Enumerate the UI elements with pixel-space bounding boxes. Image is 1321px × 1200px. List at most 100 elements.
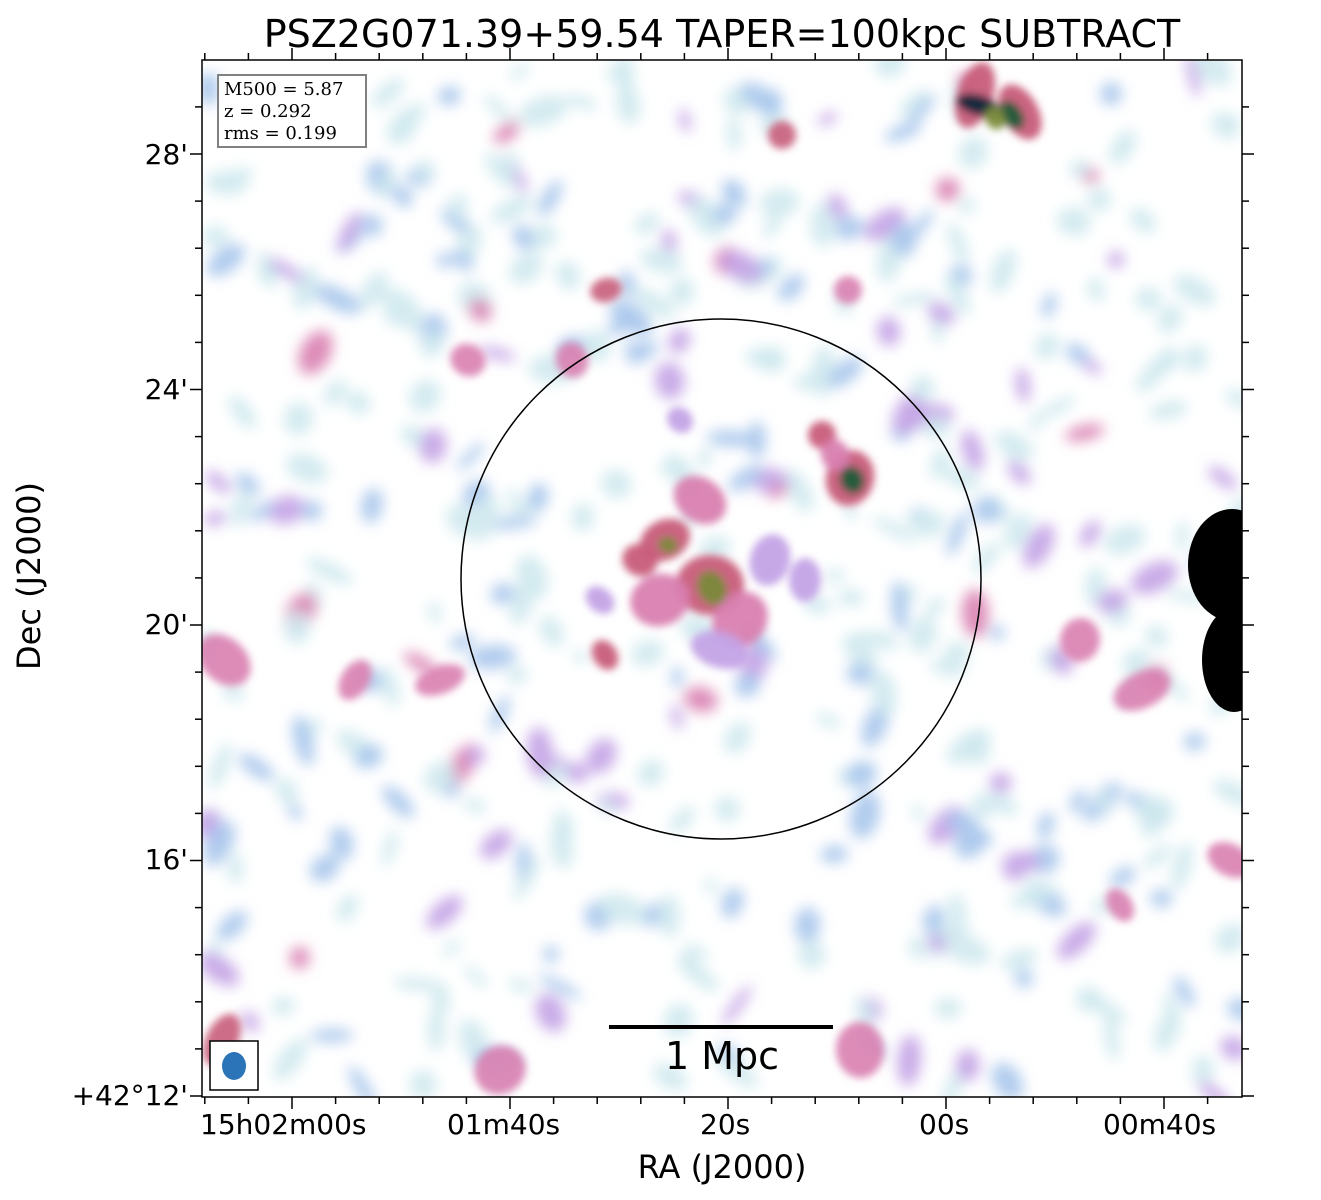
x-tick-label: 15h02m00s (200, 1108, 367, 1141)
emission-blob (483, 94, 513, 123)
emission-blob (289, 946, 310, 970)
emission-blob (910, 374, 935, 402)
emission-blob (1150, 889, 1173, 908)
emission-blob (1007, 460, 1032, 485)
emission-blob (634, 212, 660, 235)
emission-blob (972, 541, 1000, 574)
emission-blob (1065, 424, 1105, 442)
emission-blob (1113, 669, 1171, 711)
emission-blob (292, 715, 315, 767)
emission-blob (354, 744, 384, 769)
emission-blob (238, 753, 275, 782)
emission-blob (1014, 969, 1034, 988)
emission-blob (268, 258, 304, 283)
emission-blob (678, 108, 691, 133)
emission-blob (666, 406, 694, 434)
emission-blob (630, 573, 690, 627)
emission-blob (205, 170, 248, 195)
emission-blob (704, 877, 718, 895)
emission-blob (899, 90, 930, 119)
emission-blob (227, 853, 244, 884)
emission-blob (669, 806, 695, 833)
emission-blob (955, 1049, 980, 1082)
emission-blob (972, 497, 1002, 524)
emission-blob (728, 465, 763, 492)
emission-blob (944, 467, 981, 490)
emission-blob (565, 94, 598, 110)
info-box: M500 = 5.87 z = 0.292 rms = 0.199 (217, 74, 367, 148)
emission-blob (1105, 888, 1135, 922)
emission-blob (834, 275, 863, 304)
emission-blob (745, 347, 786, 371)
emission-blob (740, 82, 782, 116)
emission-blob (1056, 207, 1091, 236)
emission-blob (202, 74, 221, 92)
emission-blob (820, 439, 850, 471)
emission-blob (723, 721, 751, 754)
emission-blob (834, 215, 864, 241)
emission-blob (658, 536, 678, 554)
y-tick-label: 20' (144, 608, 188, 641)
emission-blob (1173, 976, 1195, 1008)
emission-blob (984, 106, 1006, 130)
emission-blob (788, 558, 822, 602)
emission-blob (1220, 1035, 1242, 1061)
emission-blob (585, 586, 615, 614)
emission-blob (202, 634, 251, 686)
emission-blob (631, 287, 676, 319)
emission-blob (442, 939, 462, 957)
emission-blob (959, 196, 976, 214)
emission-blob (683, 686, 718, 713)
emission-blob (846, 760, 877, 789)
emission-blob (653, 1063, 688, 1091)
emission-blob (846, 662, 874, 686)
y-tick-label: 16' (144, 843, 188, 876)
emission-blob (480, 829, 513, 860)
emission-blob (466, 746, 486, 766)
emission-blob (512, 224, 535, 251)
emission-blob (1191, 1065, 1215, 1084)
emission-blob (1135, 287, 1162, 311)
emission-blob (1104, 524, 1146, 555)
emission-blob (1037, 811, 1055, 840)
emission-blob (509, 252, 544, 284)
emission-blob (1175, 520, 1189, 551)
emission-blob (1017, 851, 1041, 871)
emission-blob (1000, 948, 1038, 971)
emission-blob (670, 704, 683, 730)
emission-blob (1038, 396, 1076, 419)
emission-blob (572, 650, 589, 664)
emission-blob (1094, 791, 1112, 810)
emission-blob (688, 196, 725, 238)
y-tick-label: 28' (144, 138, 188, 171)
emission-blob (875, 60, 906, 78)
emission-blob (222, 682, 245, 702)
emission-blob (1130, 560, 1179, 595)
emission-blob (1182, 344, 1208, 373)
emission-blob (1163, 991, 1178, 1019)
emission-blob (849, 790, 881, 839)
emission-blob (1057, 921, 1096, 960)
emission-blob (1003, 512, 1032, 550)
emission-blob (668, 328, 691, 354)
emission-blob (1099, 82, 1123, 106)
emission-blob (722, 180, 745, 204)
emission-blob (839, 466, 865, 494)
scalebar-label: 1 Mpc (664, 1034, 780, 1078)
emission-blob (504, 151, 519, 171)
emission-blob (685, 943, 710, 961)
emission-blob (827, 356, 863, 389)
emission-blob (965, 733, 991, 765)
emission-blob (904, 512, 924, 528)
emission-blob (794, 373, 823, 391)
emission-blob (1000, 438, 1035, 461)
emission-blob (999, 100, 1025, 130)
emission-blob (747, 421, 766, 459)
emission-blob (518, 95, 568, 128)
emission-blob (431, 981, 450, 1016)
emission-blob (859, 1001, 876, 1015)
emission-blob (228, 395, 257, 429)
emission-blob (275, 778, 299, 805)
emission-blob (478, 346, 516, 362)
emission-blob (763, 211, 782, 239)
